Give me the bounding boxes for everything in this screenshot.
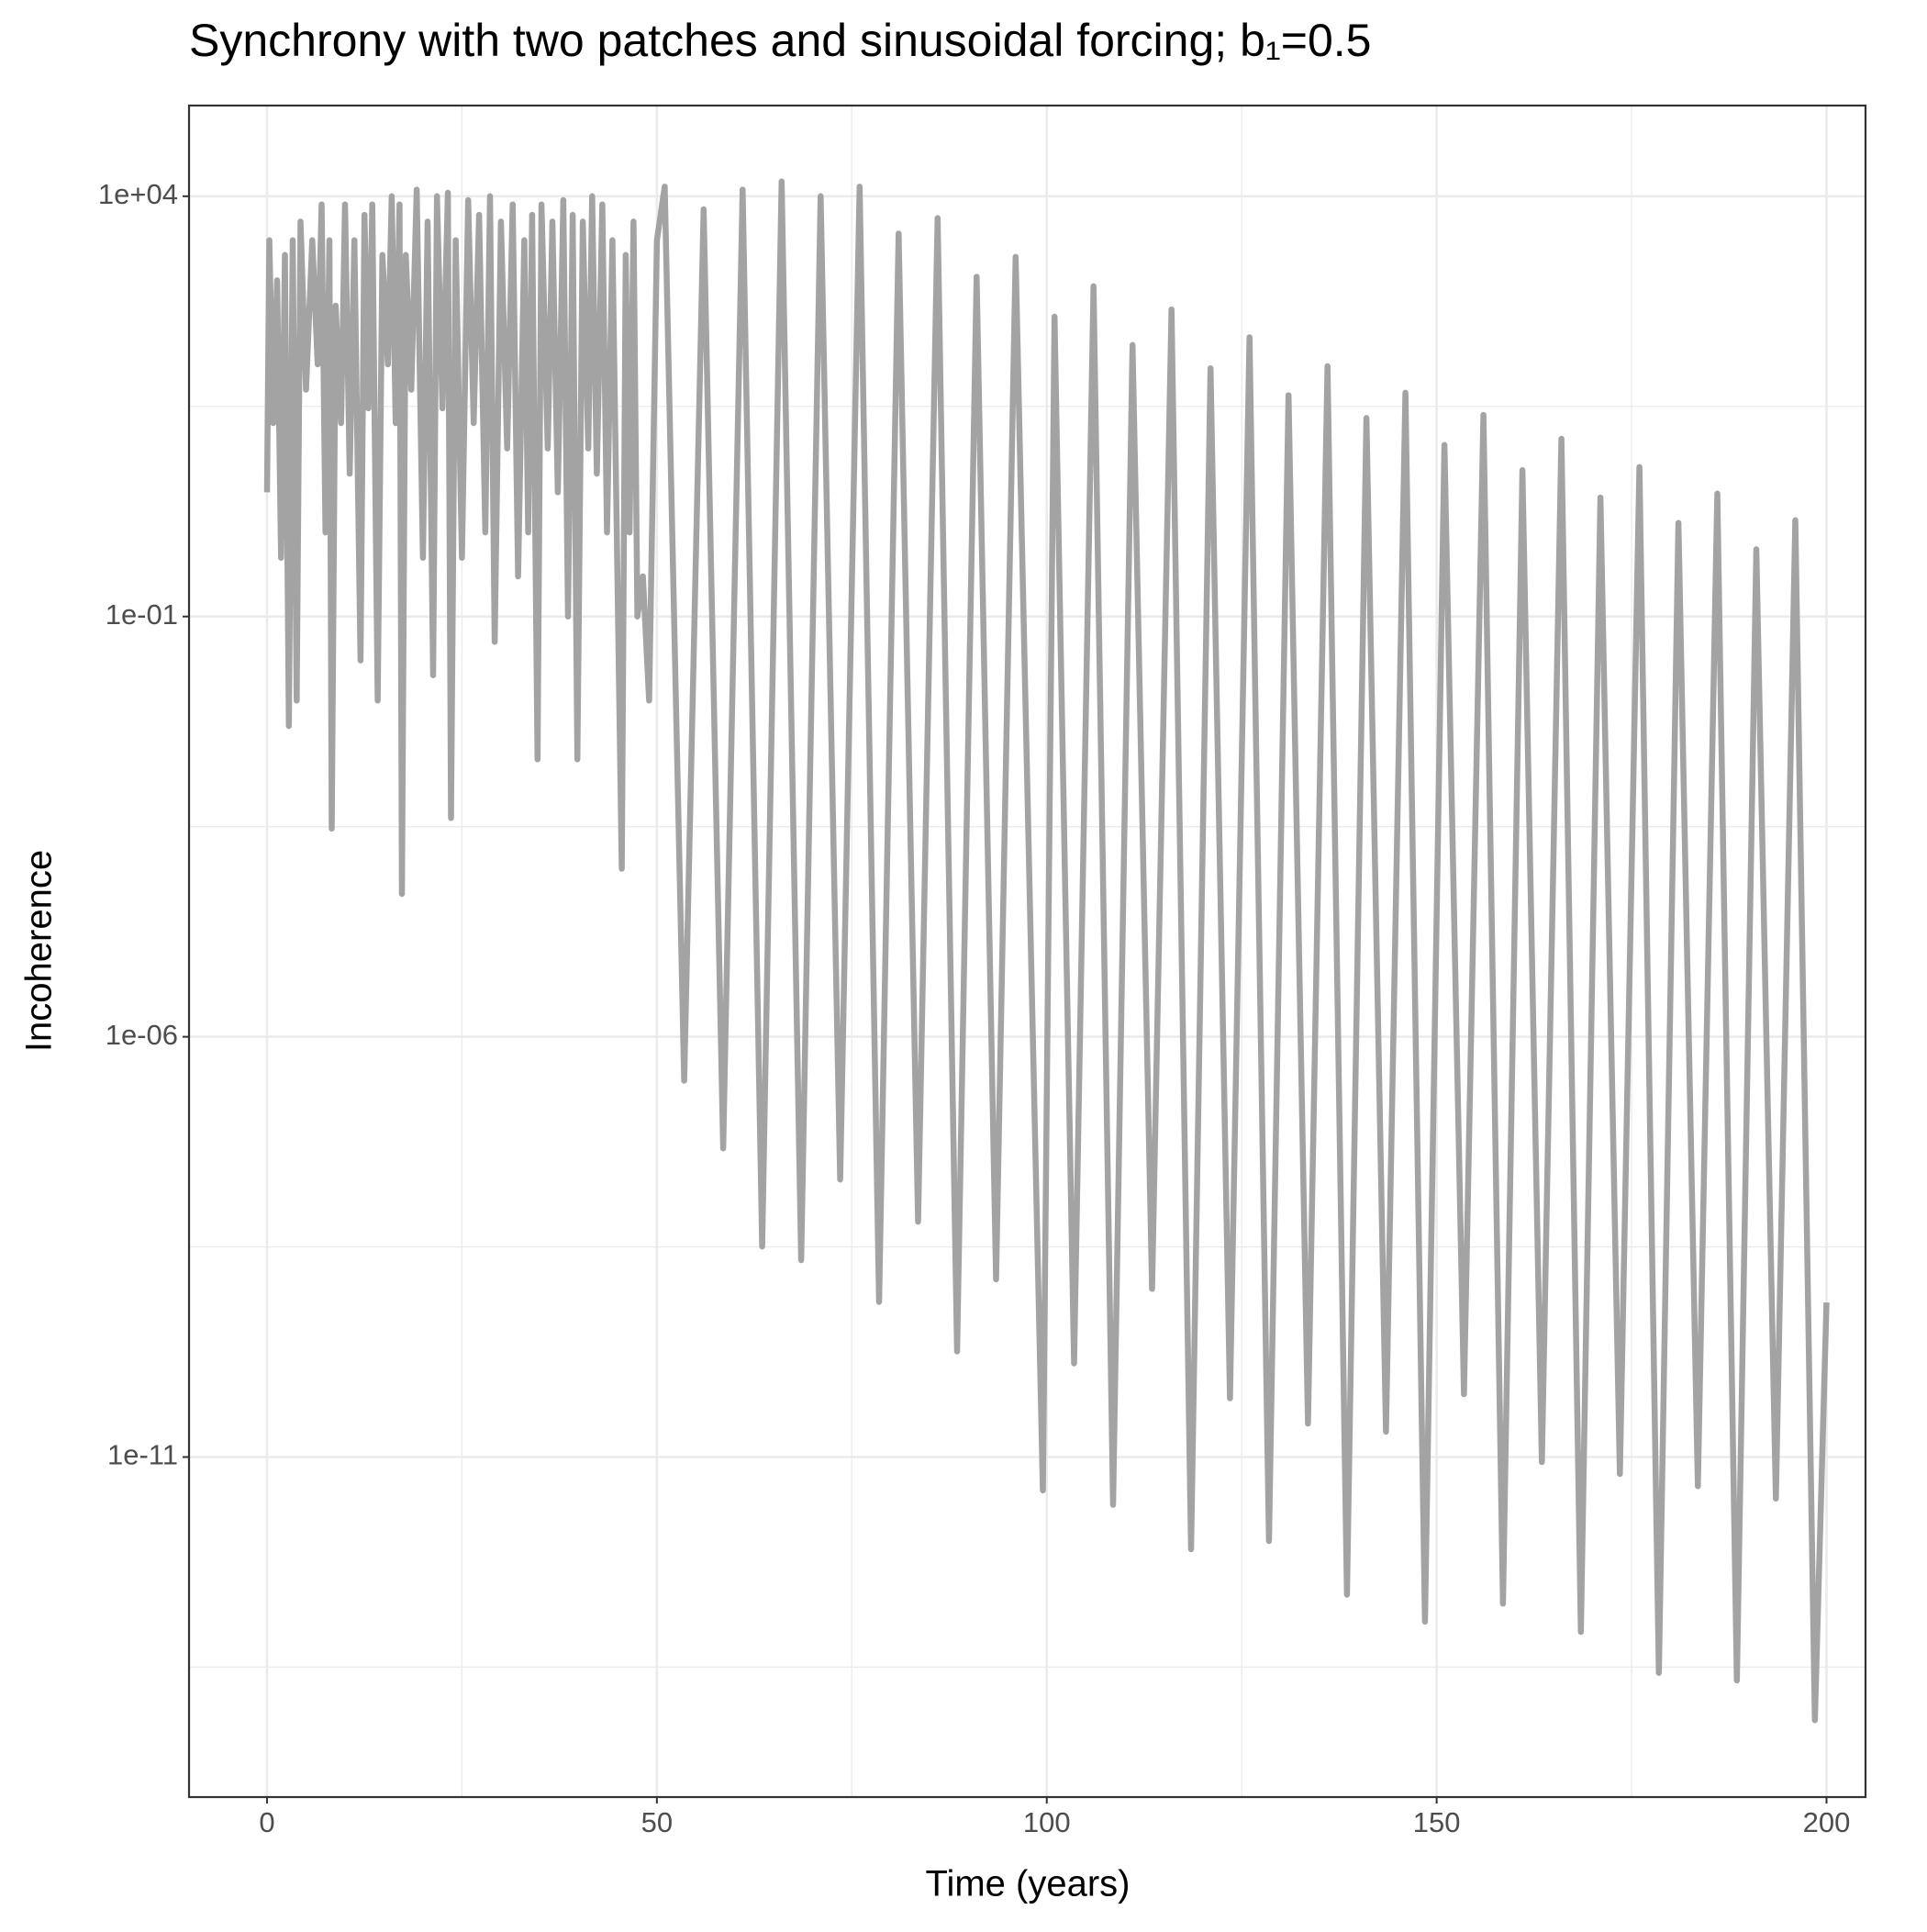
y-tick-label: 1e-06	[106, 1019, 178, 1051]
x-tick-label: 100	[1023, 1806, 1071, 1838]
plot-background	[189, 106, 1866, 1797]
x-tick-label: 50	[641, 1806, 673, 1838]
data-line	[263, 178, 1830, 1724]
chart-title: Synchrony with two patches and sinusoida…	[189, 15, 1371, 66]
y-tick-label: 1e+04	[98, 178, 178, 210]
y-axis-title: Incoherence	[19, 850, 60, 1052]
panel-border	[187, 104, 1867, 1799]
y-tick-label: 1e-11	[107, 1439, 178, 1471]
x-tick-label: 150	[1413, 1806, 1461, 1838]
x-tick-label: 200	[1803, 1806, 1851, 1838]
y-tick-label: 1e-01	[106, 598, 178, 631]
x-tick-label: 0	[259, 1806, 274, 1838]
x-axis-title: Time (years)	[926, 1864, 1131, 1904]
